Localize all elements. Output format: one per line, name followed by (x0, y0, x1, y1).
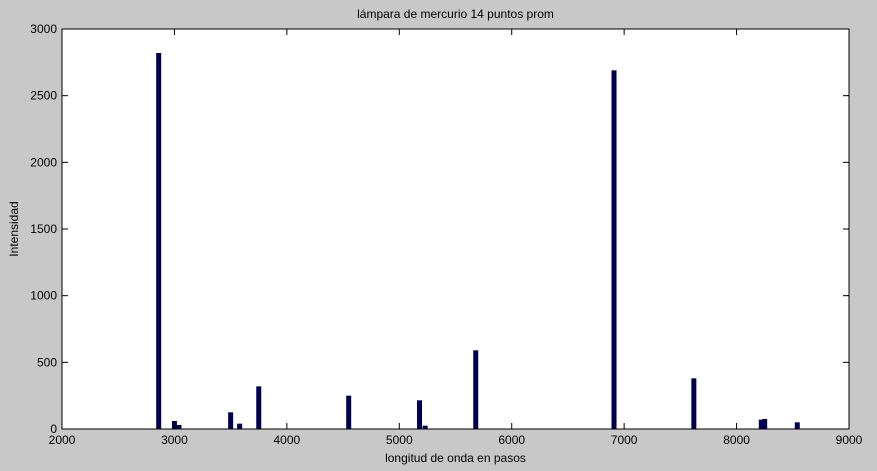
x-tick-label: 3000 (161, 433, 188, 447)
bar (346, 395, 352, 429)
bar (762, 419, 768, 429)
y-tick-label: 500 (37, 355, 57, 369)
bar (156, 53, 162, 429)
x-tick-label: 7000 (611, 433, 638, 447)
y-tick-label: 2000 (30, 155, 57, 169)
bar (256, 386, 262, 429)
y-tick-label: 2500 (30, 89, 57, 103)
x-tick-label: 8000 (723, 433, 750, 447)
bars (156, 53, 800, 429)
chart-title: lámpara de mercurio 14 puntos prom (357, 7, 554, 21)
plot-area (62, 29, 849, 429)
bar (422, 425, 428, 429)
x-axis: 2000 3000 4000 5000 6000 7000 8000 9000 (49, 29, 863, 447)
x-tick-label: 4000 (274, 433, 301, 447)
x-tick-label: 2000 (49, 433, 76, 447)
x-tick-label: 5000 (386, 433, 413, 447)
bar (417, 400, 423, 429)
y-tick-label: 1000 (30, 289, 57, 303)
bar (237, 423, 243, 429)
x-axis-label: longitud de onda en pasos (385, 451, 526, 465)
y-tick-label: 3000 (30, 22, 57, 36)
bar (758, 419, 764, 429)
bar (228, 412, 234, 429)
x-tick-label: 9000 (836, 433, 863, 447)
y-axis: 0 500 1000 1500 2000 2500 3000 (30, 22, 849, 436)
y-axis-label: Intensidad (7, 201, 21, 256)
y-tick-label: 0 (50, 422, 57, 436)
bar (691, 378, 697, 429)
y-tick-label: 1500 (30, 222, 57, 236)
plot-frame (61, 28, 850, 430)
bar (473, 350, 479, 429)
bar (611, 70, 617, 429)
bar (794, 422, 800, 429)
x-tick-label: 6000 (498, 433, 525, 447)
bar (176, 425, 182, 429)
